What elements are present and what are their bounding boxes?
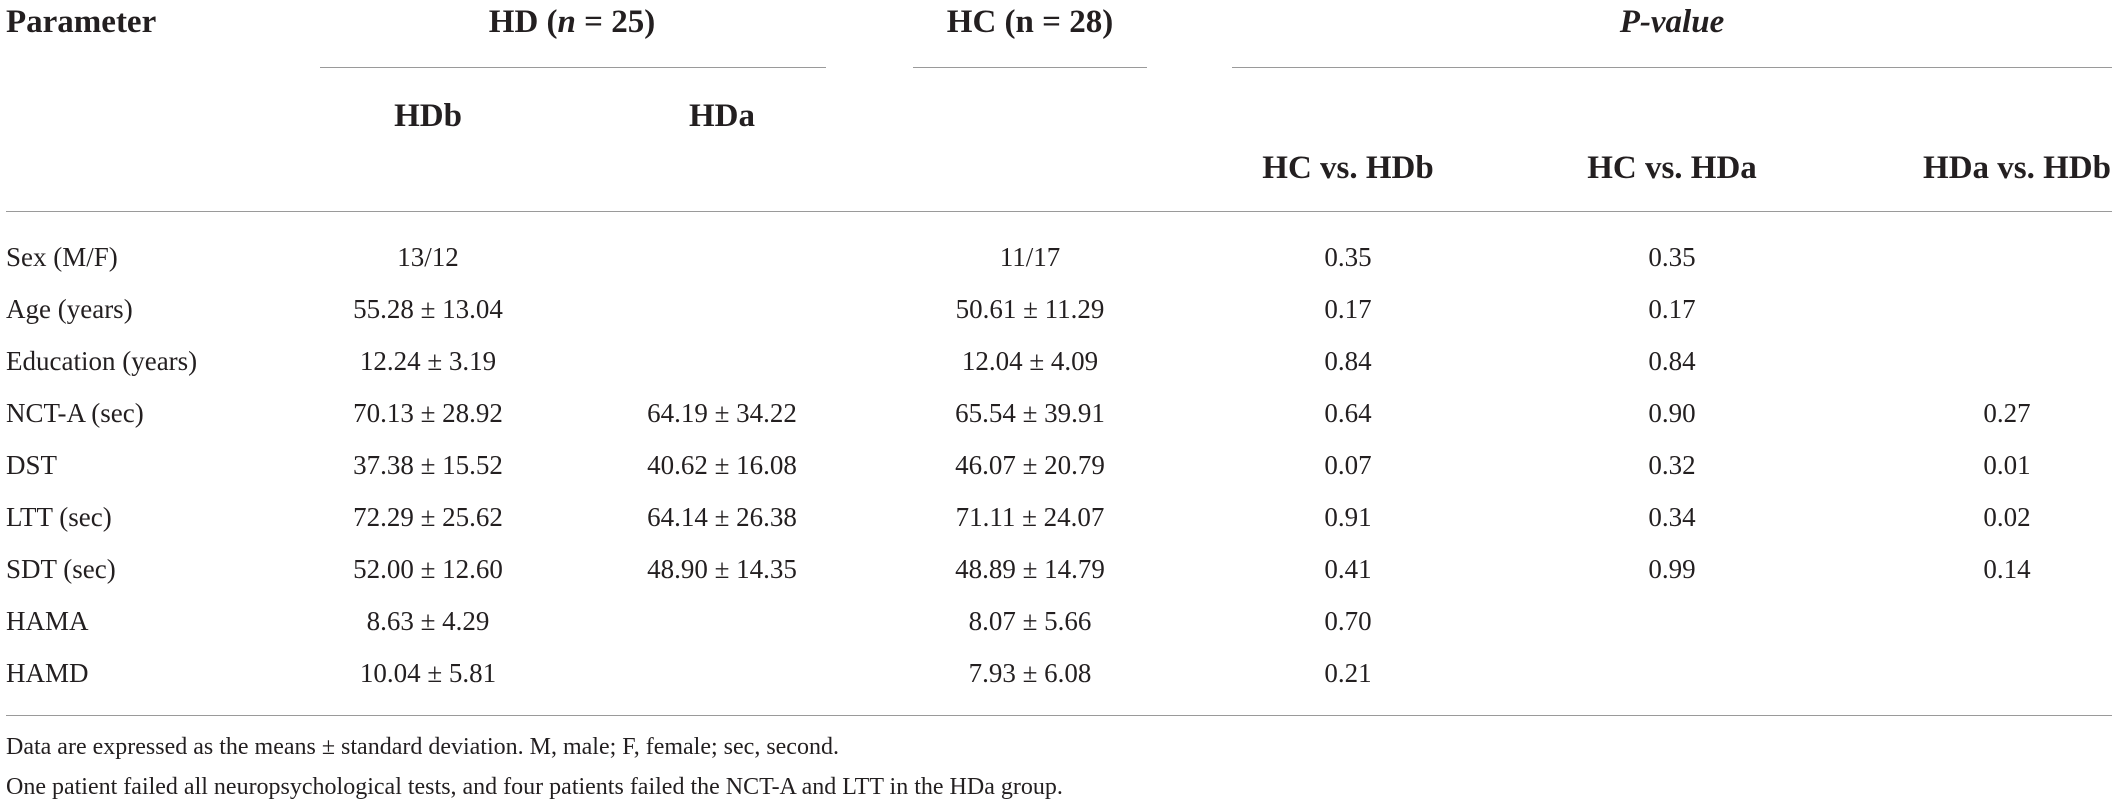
header-parameter: Parameter <box>6 4 157 40</box>
row-parameter: Age (years) <box>6 294 133 324</box>
row-p-hda-hdb: 0.27 <box>1983 398 2031 428</box>
row-p-hc-hdb: 0.35 <box>1324 242 1372 272</box>
row-p-hc-hdb: 0.64 <box>1324 398 1372 428</box>
row-p-hc-hdb: 0.91 <box>1324 502 1372 532</box>
row-hdb: 70.13 ± 28.92 <box>353 398 503 428</box>
row-hc: 8.07 ± 5.66 <box>968 606 1092 636</box>
header-hc-vs-hda: HC vs. HDa <box>1587 150 1757 186</box>
row-p-hc-hda: 0.35 <box>1648 242 1696 272</box>
row-parameter: NCT-A (sec) <box>6 398 144 428</box>
row-hdb: 10.04 ± 5.81 <box>359 658 497 688</box>
p-value-group-rule <box>1232 67 2112 68</box>
row-hc: 46.07 ± 20.79 <box>955 450 1105 480</box>
row-hda: 64.19 ± 34.22 <box>647 398 797 428</box>
row-p-hc-hda: 0.84 <box>1648 346 1696 376</box>
row-hdb: 8.63 ± 4.29 <box>366 606 490 636</box>
header-hda: HDa <box>689 98 755 134</box>
row-hdb: 55.28 ± 13.04 <box>353 294 503 324</box>
row-parameter: SDT (sec) <box>6 554 116 584</box>
row-hc: 11/17 <box>999 242 1061 272</box>
header-hc-group: HC (n = 28) <box>946 4 1114 40</box>
header-hc-vs-hdb: HC vs. HDb <box>1262 150 1434 186</box>
row-p-hc-hdb: 0.70 <box>1324 606 1372 636</box>
row-hdb: 72.29 ± 25.62 <box>353 502 503 532</box>
header-hdb: HDb <box>394 98 462 134</box>
row-parameter: HAMD <box>6 658 89 688</box>
header-hd-prefix: HD ( <box>488 4 558 40</box>
header-hd-group: HD (n = 25) <box>489 6 655 39</box>
row-parameter: Sex (M/F) <box>6 242 118 272</box>
header-bottom-rule <box>6 211 2112 212</box>
row-hdb: 12.24 ± 3.19 <box>359 346 497 376</box>
row-p-hc-hda: 0.17 <box>1648 294 1696 324</box>
row-p-hc-hda: 0.90 <box>1648 398 1696 428</box>
row-hc: 71.11 ± 24.07 <box>955 502 1105 532</box>
row-hda: 64.14 ± 26.38 <box>647 502 797 532</box>
row-p-hc-hda: 0.32 <box>1648 450 1696 480</box>
header-hda-vs-hdb: HDa vs. HDb <box>1923 150 2111 186</box>
hc-group-rule <box>913 67 1147 68</box>
row-hc: 48.89 ± 14.79 <box>955 554 1105 584</box>
footnote-failed-tests: One patient failed all neuropsychologica… <box>6 774 1063 800</box>
row-hc: 50.61 ± 11.29 <box>955 294 1105 324</box>
header-hd-n: n <box>557 4 576 40</box>
row-hdb: 13/12 <box>397 242 459 272</box>
row-hc: 7.93 ± 6.08 <box>968 658 1092 688</box>
header-p-value: P-value <box>1619 4 1725 40</box>
row-hdb: 52.00 ± 12.60 <box>353 554 503 584</box>
row-p-hda-hdb: 0.02 <box>1983 502 2031 532</box>
row-p-hc-hdb: 0.84 <box>1324 346 1372 376</box>
header-hd-suffix: = 25) <box>575 4 656 40</box>
row-p-hc-hda: 0.34 <box>1648 502 1696 532</box>
row-parameter: DST <box>6 450 58 480</box>
hd-group-rule <box>320 67 826 68</box>
footnote-abbreviations: Data are expressed as the means ± standa… <box>6 734 839 760</box>
row-p-hc-hdb: 0.21 <box>1324 658 1372 688</box>
row-hc: 65.54 ± 39.91 <box>955 398 1105 428</box>
row-hc: 12.04 ± 4.09 <box>961 346 1099 376</box>
row-hdb: 37.38 ± 15.52 <box>353 450 503 480</box>
row-parameter: Education (years) <box>6 346 198 376</box>
row-hda: 40.62 ± 16.08 <box>647 450 797 480</box>
row-p-hc-hda: 0.99 <box>1648 554 1696 584</box>
row-hda: 48.90 ± 14.35 <box>647 554 797 584</box>
row-p-hc-hdb: 0.41 <box>1324 554 1372 584</box>
row-p-hda-hdb: 0.14 <box>1983 554 2031 584</box>
row-p-hc-hdb: 0.07 <box>1324 450 1372 480</box>
row-parameter: LTT (sec) <box>6 502 112 532</box>
table-bottom-rule <box>6 715 2112 716</box>
row-p-hda-hdb: 0.01 <box>1983 450 2031 480</box>
row-parameter: HAMA <box>6 606 89 636</box>
row-p-hc-hdb: 0.17 <box>1324 294 1372 324</box>
